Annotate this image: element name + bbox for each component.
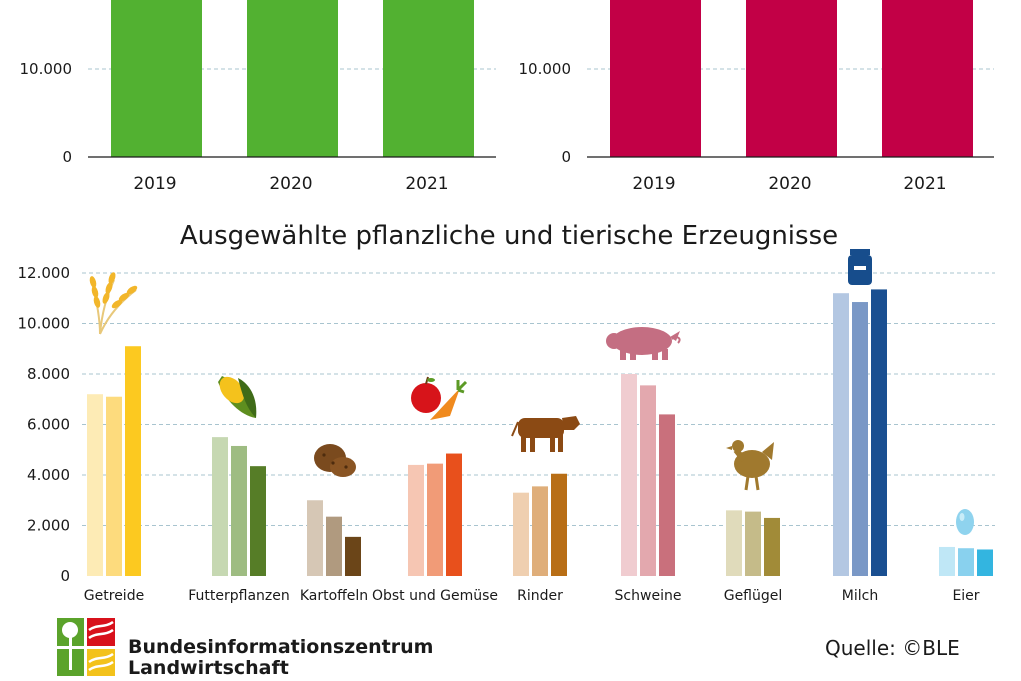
egg-icon <box>956 509 974 535</box>
y-tick-label: 2.000 <box>27 517 70 535</box>
chicken-icon <box>726 440 774 491</box>
x-tick-label: 2019 <box>133 174 176 194</box>
bar <box>726 510 742 576</box>
bar <box>231 445 247 576</box>
x-tick-label: Geflügel <box>724 588 783 604</box>
bzl-logo-icon <box>57 618 115 676</box>
bar <box>250 466 266 576</box>
bar <box>513 492 529 576</box>
cow-icon <box>511 416 580 452</box>
apple-carrot-icon <box>411 376 468 420</box>
bar <box>427 463 443 576</box>
top-left-bar-chart: 10.000 0 2019 2020 2021 <box>20 0 496 194</box>
milk-can-icon <box>848 249 872 285</box>
y-tick-label: 10.000 <box>20 60 73 78</box>
y-tick-label: 10.000 <box>18 315 71 333</box>
pig-icon <box>606 327 681 360</box>
y-tick-label: 0 <box>62 148 72 166</box>
bar <box>383 0 474 157</box>
bar <box>958 548 974 576</box>
x-tick-label: 2021 <box>405 174 448 194</box>
bar <box>446 453 462 576</box>
y-tick-label: 10.000 <box>519 60 572 78</box>
chart-title: Ausgewählte pflanzliche und tierische Er… <box>180 221 838 251</box>
bar <box>610 0 701 157</box>
x-tick-label: Getreide <box>84 588 144 604</box>
y-tick-label: 8.000 <box>27 365 70 383</box>
bar <box>833 293 849 576</box>
bar <box>977 549 993 576</box>
source-label: Quelle: ©BLE <box>825 636 960 660</box>
bar <box>408 464 424 576</box>
wheat-icon <box>89 272 138 335</box>
bar <box>745 511 761 576</box>
bar <box>640 385 656 576</box>
x-tick-label: 2020 <box>269 174 312 194</box>
org-name-line1: Bundesinformationszentrum <box>128 636 433 658</box>
bar <box>111 0 202 157</box>
bar <box>764 517 780 576</box>
y-tick-label: 0 <box>60 567 70 585</box>
x-tick-label: Kartoffeln <box>300 588 368 604</box>
products-bar-chart: 0 2.000 4.000 6.000 8.000 10.000 12.000 Getreid… <box>18 264 995 604</box>
top-right-bar-chart: 10.000 0 2019 2020 2021 <box>519 0 994 194</box>
x-tick-label: Schweine <box>615 588 682 604</box>
bar <box>106 396 122 576</box>
bar <box>532 486 548 576</box>
x-tick-label: 2019 <box>632 174 675 194</box>
bar <box>882 0 973 157</box>
bar <box>125 346 141 576</box>
org-name-line2: Landwirtschaft <box>128 657 289 679</box>
bar <box>87 394 103 576</box>
bar <box>621 374 637 576</box>
corn-icon <box>218 376 257 418</box>
bar <box>939 546 955 576</box>
x-tick-label: Obst und Gemüse <box>372 588 498 604</box>
bar <box>551 473 567 576</box>
x-tick-label: Eier <box>952 588 979 604</box>
bar <box>345 536 361 576</box>
potato-icon <box>314 444 356 477</box>
y-tick-label: 4.000 <box>27 466 70 484</box>
x-tick-label: Futterpflanzen <box>188 588 290 604</box>
bar <box>871 289 887 576</box>
x-tick-label: Milch <box>842 588 878 604</box>
bar <box>247 0 338 157</box>
bar <box>212 437 228 576</box>
bar <box>326 516 342 576</box>
y-tick-label: 12.000 <box>18 264 71 282</box>
y-tick-label: 0 <box>561 148 571 166</box>
bar <box>746 0 837 157</box>
x-tick-label: Rinder <box>517 588 563 604</box>
bar <box>307 500 323 576</box>
x-tick-label: 2021 <box>903 174 946 194</box>
product-icons <box>89 249 974 535</box>
x-tick-label: 2020 <box>768 174 811 194</box>
bar <box>659 414 675 576</box>
y-tick-label: 6.000 <box>27 416 70 434</box>
bar <box>852 302 868 576</box>
